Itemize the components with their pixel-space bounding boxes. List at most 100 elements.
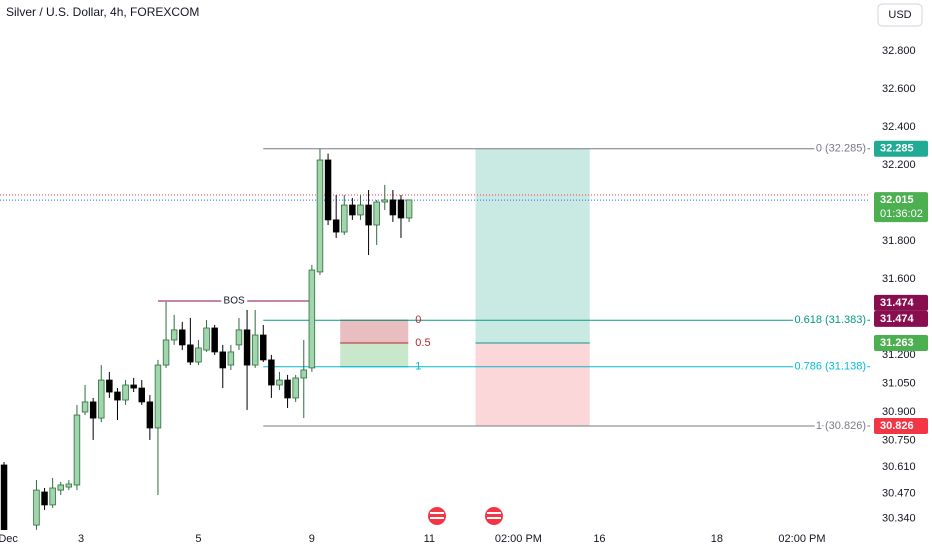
y-tick-label: 30.470 <box>882 488 916 500</box>
price-label: 30.826 <box>880 420 914 432</box>
candle-body <box>332 219 340 233</box>
x-tick-label: 18 <box>711 533 723 545</box>
price-label: 32.285 <box>880 143 914 155</box>
candle-body <box>341 204 348 233</box>
candle-body <box>49 487 56 506</box>
candle-body <box>357 204 364 216</box>
candle-body <box>324 159 332 221</box>
y-tick-label: 30.750 <box>882 434 916 446</box>
candle-body <box>316 159 324 273</box>
price-label-box <box>874 310 928 327</box>
fib-box-label: 1 <box>415 361 421 373</box>
candle-body <box>365 204 372 226</box>
event-icon[interactable] <box>428 507 446 525</box>
candle-body <box>243 329 251 366</box>
candle-body <box>65 483 73 488</box>
candle-body <box>146 401 154 429</box>
candle-body <box>170 329 178 341</box>
candle-body <box>41 491 48 506</box>
x-tick-label: 02:00 PM <box>495 533 542 545</box>
candle-body <box>114 391 121 401</box>
candle-body <box>235 329 243 346</box>
price-label: 31.263 <box>880 337 914 349</box>
fib-box-zone <box>340 320 409 344</box>
price-label-box <box>874 335 928 352</box>
price-label-box <box>874 192 928 223</box>
price-label: 31.474 <box>880 297 915 309</box>
event-icon[interactable] <box>485 507 503 525</box>
x-tick-label: 5 <box>195 533 201 545</box>
price-label-box <box>874 140 928 157</box>
y-tick-label: 31.050 <box>882 377 916 389</box>
plot-area <box>0 148 870 530</box>
x-tick-label: 16 <box>593 533 605 545</box>
candle-body <box>187 344 194 363</box>
candle-body <box>381 199 389 203</box>
countdown: 01:36:02 <box>880 208 923 220</box>
candle-body <box>98 379 105 419</box>
y-tick-label: 32.800 <box>882 45 916 57</box>
candle-body <box>227 351 235 366</box>
candle-body <box>268 359 275 386</box>
candle-body <box>203 327 210 351</box>
fib-box-label: 0.5 <box>415 337 430 349</box>
fib-label: 1 (30.826) <box>816 420 866 432</box>
candle-body <box>389 199 397 216</box>
price-label: 31.474 <box>880 313 915 325</box>
candle-body <box>122 384 129 401</box>
candle-body <box>73 414 81 486</box>
candle-body <box>292 377 299 399</box>
y-tick-label: 30.340 <box>882 512 916 524</box>
candle-body <box>349 204 356 216</box>
candle-body <box>251 334 259 366</box>
x-tick-label: 11 <box>424 533 435 545</box>
x-tick-label: 02:00 PM <box>778 533 825 545</box>
candle-body <box>195 347 202 363</box>
candle-body <box>397 199 405 219</box>
candle-body <box>219 351 227 369</box>
x-tick-label: Dec <box>0 533 18 545</box>
candle-body <box>162 339 170 366</box>
candle-body <box>57 484 64 491</box>
candle-body <box>130 384 137 389</box>
bos-label: BOS <box>224 296 245 307</box>
chart-title: Silver / U.S. Dollar, 4h, FOREXCOM <box>6 5 199 19</box>
fib-label: 0 (32.285) <box>816 143 866 155</box>
candle-body <box>373 201 380 226</box>
position-target-zone <box>475 148 590 344</box>
candle-body <box>81 401 89 413</box>
candle-body <box>33 489 40 526</box>
candle-body <box>260 334 267 361</box>
y-tick-label: 32.600 <box>882 83 916 95</box>
fib-box-label: 0 <box>415 314 421 326</box>
currency-label: USD <box>888 9 911 21</box>
candle-body <box>276 379 283 386</box>
candle-body <box>106 379 113 393</box>
currency-button[interactable] <box>877 3 923 27</box>
fib-label: 0.618 (31.383) <box>794 314 866 326</box>
fib-box-zone <box>340 343 409 367</box>
y-tick-label: 30.900 <box>882 406 916 418</box>
y-tick-label: 31.200 <box>882 349 916 361</box>
candle-body <box>308 269 316 369</box>
candle-body <box>211 327 218 353</box>
x-tick-label: 9 <box>309 533 315 545</box>
price-label: 32.015 <box>880 194 914 206</box>
y-tick-label: 30.610 <box>882 461 916 473</box>
candle-body <box>154 364 162 429</box>
candle-body <box>179 329 186 346</box>
price-label-box <box>874 294 928 311</box>
candle-body <box>284 379 291 399</box>
y-tick-label: 32.200 <box>882 159 916 171</box>
price-label-box <box>874 418 928 435</box>
candle-body <box>405 199 413 219</box>
candle-body <box>138 387 145 403</box>
fib-label: 0.786 (31.138) <box>794 361 866 373</box>
y-tick-label: 31.800 <box>882 235 916 247</box>
candle-body <box>300 369 308 379</box>
x-tick-label: 3 <box>78 533 84 545</box>
position-stop-zone <box>475 343 590 427</box>
y-tick-label: 31.600 <box>882 273 916 285</box>
candle-body <box>89 401 97 419</box>
